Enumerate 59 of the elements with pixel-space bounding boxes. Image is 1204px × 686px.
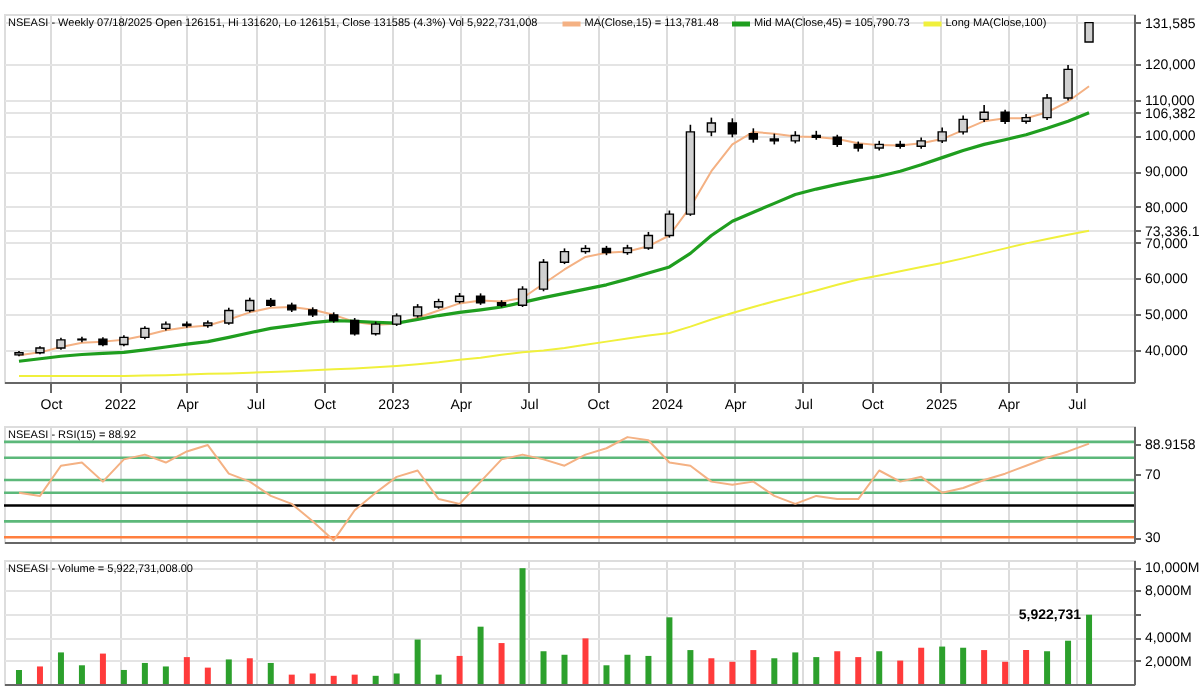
bar bbox=[393, 673, 400, 684]
bar bbox=[519, 568, 526, 684]
bar bbox=[1065, 640, 1072, 684]
bar bbox=[1086, 614, 1093, 684]
candlestick bbox=[727, 117, 738, 139]
bar bbox=[351, 674, 358, 684]
bar bbox=[1002, 661, 1009, 684]
bar bbox=[687, 650, 694, 684]
bar bbox=[99, 653, 106, 684]
bar bbox=[645, 655, 652, 684]
bar bbox=[372, 675, 379, 684]
bar bbox=[225, 659, 232, 684]
bar bbox=[78, 665, 85, 684]
bar bbox=[498, 643, 505, 684]
bar bbox=[876, 651, 883, 684]
bar bbox=[267, 662, 274, 684]
bar bbox=[57, 652, 64, 684]
bar bbox=[246, 658, 253, 684]
bar bbox=[582, 638, 589, 684]
bar bbox=[1023, 650, 1030, 684]
bar bbox=[981, 650, 988, 684]
bar bbox=[330, 675, 337, 684]
bar bbox=[288, 674, 295, 684]
bar bbox=[36, 666, 43, 684]
bar bbox=[750, 650, 757, 684]
bar bbox=[708, 658, 715, 684]
candlestick bbox=[1042, 93, 1052, 121]
bar bbox=[414, 639, 421, 684]
bar bbox=[960, 647, 967, 684]
bar bbox=[141, 662, 148, 684]
candlestick bbox=[958, 114, 968, 136]
candlestick bbox=[1084, 21, 1094, 43]
bar bbox=[603, 665, 610, 684]
candlestick bbox=[706, 116, 717, 137]
bar bbox=[561, 654, 568, 684]
bar bbox=[204, 667, 211, 684]
bar bbox=[309, 673, 316, 684]
bar bbox=[771, 658, 778, 684]
bar bbox=[834, 651, 841, 684]
bar bbox=[624, 654, 631, 684]
line-series bbox=[17, 229, 1091, 377]
bar bbox=[792, 652, 799, 684]
bar bbox=[897, 660, 904, 684]
bar bbox=[918, 647, 925, 684]
candlestick bbox=[538, 258, 549, 293]
bar bbox=[855, 657, 862, 684]
bar bbox=[540, 651, 547, 684]
bar bbox=[15, 669, 22, 684]
bar bbox=[456, 655, 463, 684]
bar bbox=[666, 617, 673, 684]
bar bbox=[120, 669, 127, 684]
bar bbox=[435, 674, 442, 684]
bar bbox=[813, 657, 820, 684]
bar bbox=[1044, 651, 1051, 684]
bar bbox=[162, 666, 169, 684]
bar bbox=[939, 646, 946, 684]
bar bbox=[183, 657, 190, 684]
bar bbox=[477, 626, 484, 684]
bar bbox=[729, 661, 736, 684]
